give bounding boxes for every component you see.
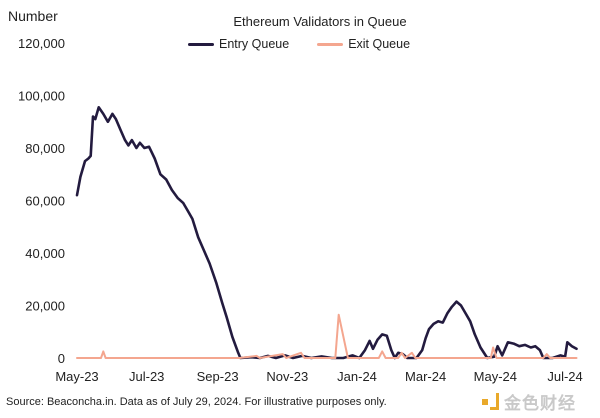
source-note: Source: Beaconcha.in. Data as of July 29… — [6, 396, 387, 408]
y-tick-label: 40,000 — [25, 246, 65, 261]
legend-swatch-exit-queue — [317, 42, 344, 46]
y-tick-label: 100,000 — [18, 89, 65, 104]
y-axis-label: Number — [8, 8, 58, 24]
y-tick-label: 60,000 — [25, 194, 65, 209]
legend-item-exit-queue: Exit Queue — [317, 37, 410, 51]
logo-text: 金色财经 — [504, 394, 576, 413]
x-tick-label: May-24 — [474, 369, 517, 384]
legend-label-entry-queue: Entry Queue — [219, 37, 290, 51]
watermark-logo: 金色财经 — [482, 389, 576, 414]
x-tick-label: May-23 — [55, 369, 98, 384]
logo-icon — [482, 392, 500, 411]
legend-label-exit-queue: Exit Queue — [348, 37, 411, 51]
y-tick-label: 120,000 — [18, 36, 65, 51]
y-tick-label: 0 — [58, 351, 65, 366]
x-tick-label: Sep-23 — [197, 369, 239, 384]
x-tick-label: Nov-23 — [266, 369, 308, 384]
series-line-exit-queue — [76, 313, 578, 359]
legend-swatch-entry-queue — [188, 42, 214, 46]
y-tick-label: 80,000 — [25, 141, 65, 156]
x-tick-label: Jul-23 — [129, 369, 164, 384]
series-line-entry-queue — [75, 106, 578, 360]
chart-title: Ethereum Validators in Queue — [233, 14, 407, 29]
x-tick-label: Jan-24 — [337, 369, 377, 384]
x-tick-label: Mar-24 — [405, 369, 446, 384]
x-tick-label: Jul-24 — [547, 369, 582, 384]
y-tick-label: 20,000 — [25, 299, 65, 314]
legend: Entry Queue Exit Queue — [188, 37, 410, 51]
legend-item-entry-queue: Entry Queue — [188, 37, 289, 51]
